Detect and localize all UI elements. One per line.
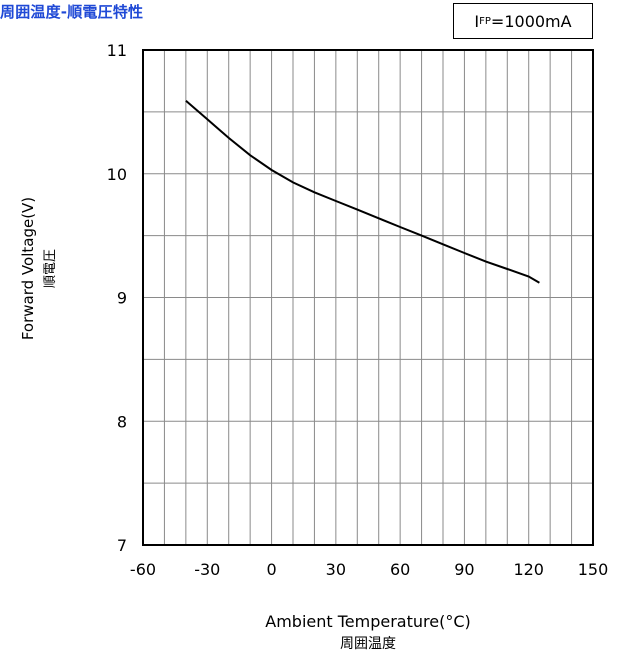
x-tick-label: 0 [266,560,276,579]
y-tick-label: 7 [117,536,127,555]
x-axis-label-en: Ambient Temperature(°C) [265,612,471,631]
y-tick-label: 9 [117,289,127,308]
series-line [185,99,540,284]
chart-title: 周囲温度-順電圧特性 [0,3,144,21]
y-tick-label: 11 [107,41,127,60]
x-tick-label: 90 [454,560,474,579]
y-axis-label-ja: 順電圧 [42,248,58,288]
x-tick-label: 120 [513,560,544,579]
condition-subscript: FP [479,15,491,27]
x-axis-label-ja: 周囲温度 [340,636,396,652]
x-tick-labels: -60 -30 0 30 60 90 120 150 [130,560,608,579]
x-tick-label: 150 [578,560,609,579]
condition-symbol: I [474,11,480,31]
y-tick-label: 8 [117,412,127,431]
x-tick-label: -30 [194,560,220,579]
test-condition-box: I FP =1000mA [453,3,593,39]
y-tick-label: 10 [107,165,127,184]
x-tick-label: -60 [130,560,156,579]
y-tick-labels: 7 8 9 10 11 [107,41,127,555]
plot-frame [142,49,594,546]
condition-value: =1000mA [490,11,572,31]
x-tick-label: 60 [390,560,410,579]
x-axis-label: Ambient Temperature(°C) 周囲温度 [143,612,593,653]
x-tick-label: 30 [326,560,346,579]
y-axis-label-en: Forward Voltage(V) [18,196,37,340]
grid-lines [143,50,593,545]
